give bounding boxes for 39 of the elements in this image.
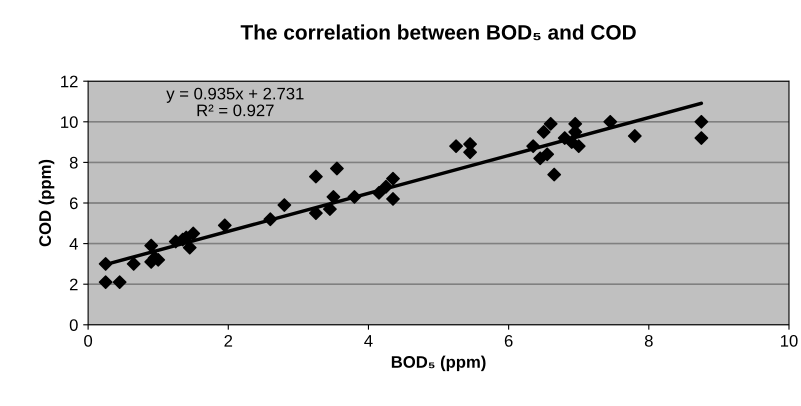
chart-title: The correlation between BOD₅ and COD [240,24,636,40]
point [603,114,618,129]
point [218,218,232,232]
point [330,162,344,176]
y-axis-title: COD (ppm) [38,160,54,246]
y-tick-label: 10 [61,116,78,128]
point [326,190,340,204]
point [112,275,127,290]
x-tick-label: 4 [364,335,373,347]
point [98,275,113,290]
y-tick-label: 12 [61,76,78,88]
x-tick-label: 6 [504,334,513,347]
point [277,198,292,212]
y-tick-label: 4 [70,238,78,250]
y-tick-label: 0 [70,319,78,332]
point [694,131,708,145]
point [694,114,708,129]
point [186,226,200,240]
y-tick-label: 6 [70,197,78,210]
x-tick-label: 8 [644,334,653,347]
x-tick-label: 10 [780,334,798,347]
point [386,192,400,206]
y-tick-label: 2 [70,278,78,290]
point [572,139,586,154]
point [144,238,158,253]
point [628,129,642,143]
point [536,125,551,139]
x-tick-label: 2 [224,334,232,347]
point [544,116,558,131]
point [308,170,323,184]
point [126,256,141,271]
y-tick-label: 8 [70,156,78,169]
point [449,139,463,154]
point [540,147,554,162]
point [386,172,400,186]
x-axis-title: BOD₅ (ppm) [392,356,486,372]
x-tick-label: 0 [84,334,92,347]
annotation: y = 0.935x + 2.731 R² = 0.927 [166,88,304,116]
point [547,168,562,182]
